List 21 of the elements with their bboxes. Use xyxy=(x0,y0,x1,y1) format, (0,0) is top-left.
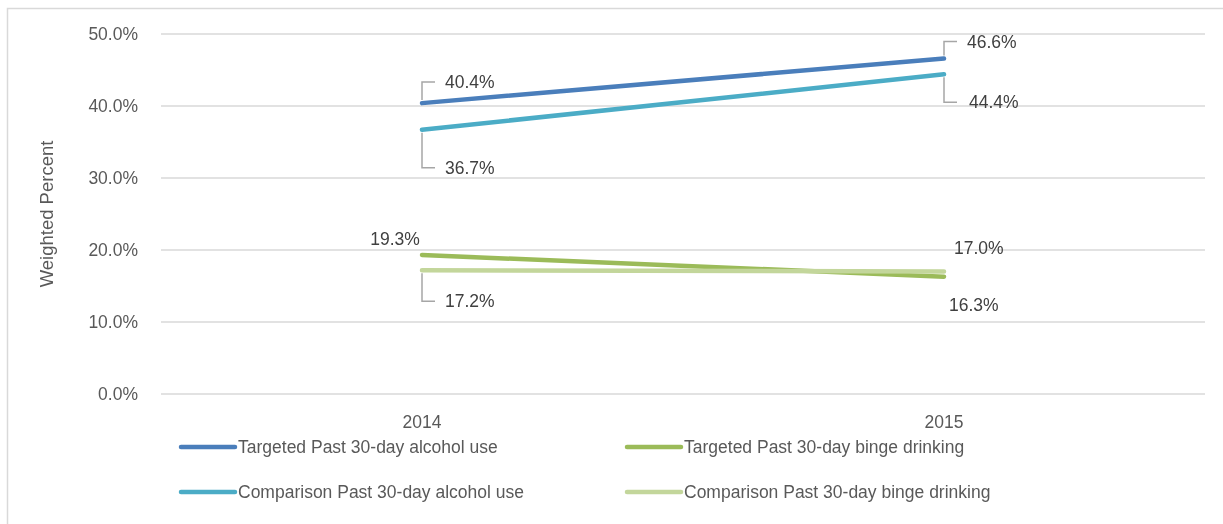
legend-label: Comparison Past 30-day alcohol use xyxy=(238,482,524,503)
y-axis-title: Weighted Percent xyxy=(36,140,58,288)
data-label: 36.7% xyxy=(445,157,495,178)
data-label: 40.4% xyxy=(445,72,495,93)
data-label: 44.4% xyxy=(969,92,1019,113)
y-tick-label: 50.0% xyxy=(88,24,138,45)
y-tick-label: 30.0% xyxy=(88,168,138,189)
data-label: 19.3% xyxy=(370,229,420,250)
data-label: 16.3% xyxy=(949,294,999,315)
data-label: 17.0% xyxy=(954,237,1004,258)
legend-label: Targeted Past 30-day binge drinking xyxy=(684,437,965,458)
x-tick-label: 2014 xyxy=(402,412,442,433)
y-tick-label: 40.0% xyxy=(88,96,138,117)
data-label: 17.2% xyxy=(445,291,495,312)
y-tick-label: 10.0% xyxy=(88,312,138,333)
data-label: 46.6% xyxy=(967,31,1017,52)
x-tick-label: 2015 xyxy=(924,412,964,433)
legend-label: Comparison Past 30-day binge drinking xyxy=(684,482,991,503)
legend-label: Targeted Past 30-day alcohol use xyxy=(238,437,498,458)
y-tick-label: 0.0% xyxy=(98,384,138,405)
y-tick-label: 20.0% xyxy=(88,240,138,261)
